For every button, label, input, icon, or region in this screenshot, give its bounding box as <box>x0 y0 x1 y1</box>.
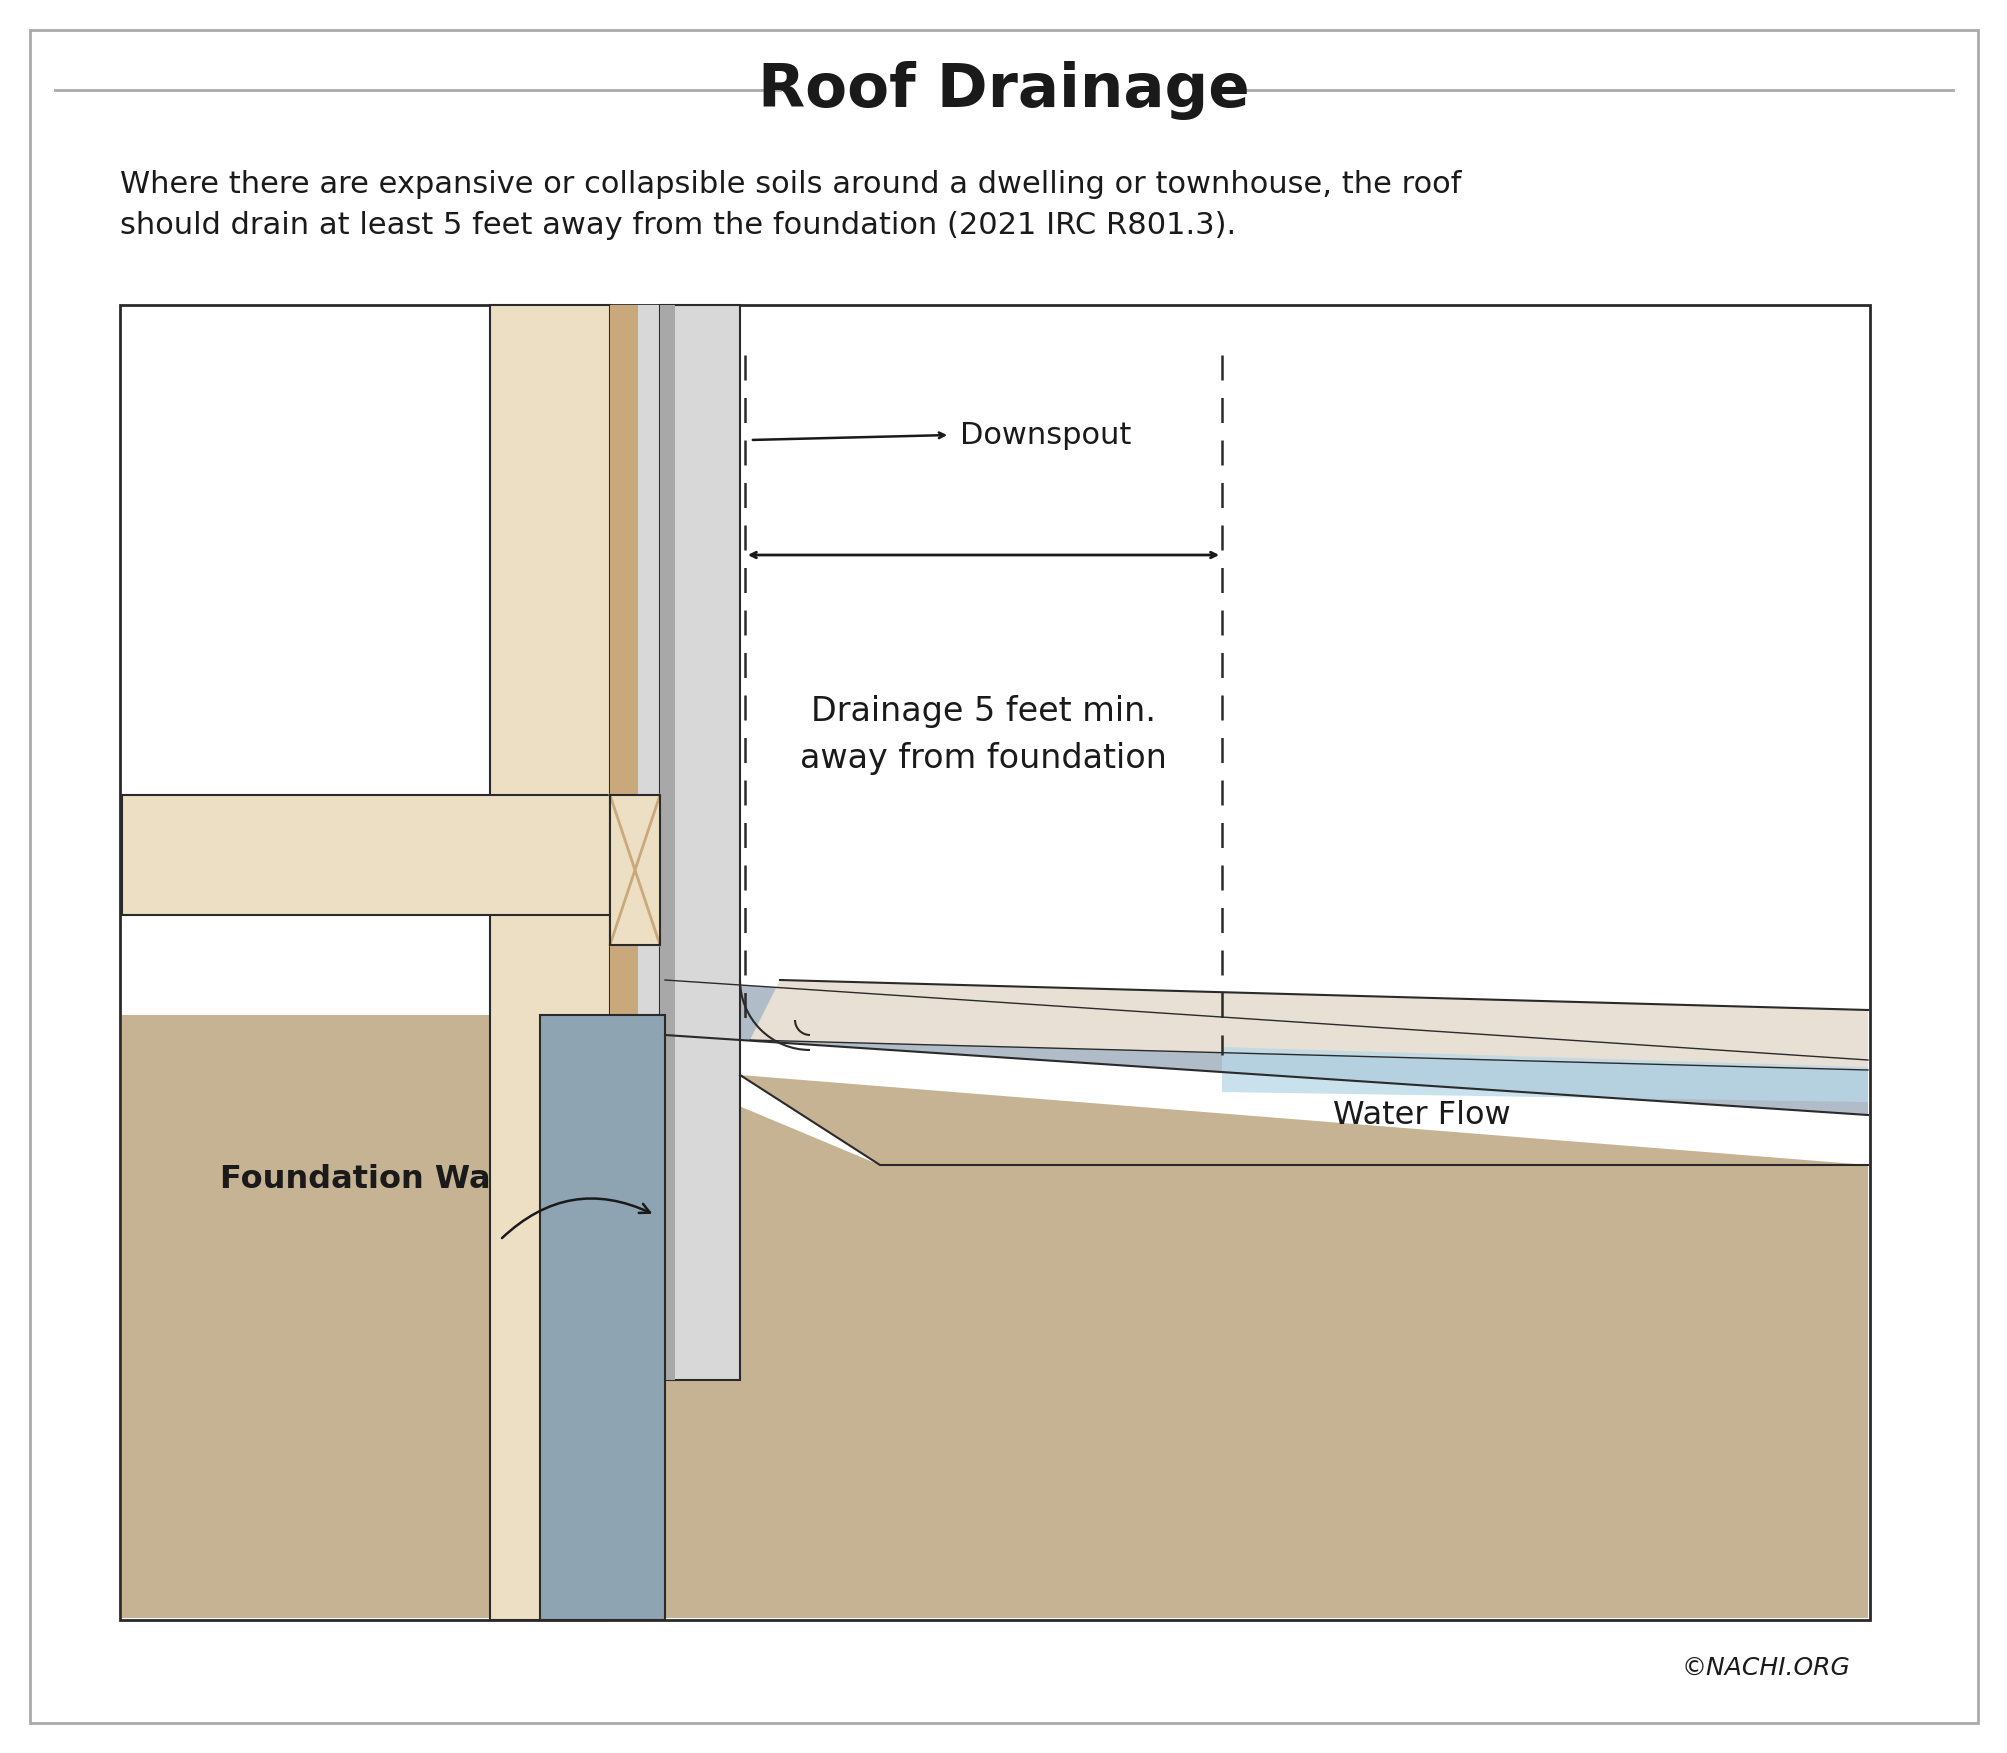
Text: Downspout: Downspout <box>959 421 1130 449</box>
Text: ©NACHI.ORG: ©NACHI.ORG <box>1680 1657 1848 1679</box>
Bar <box>610 796 660 945</box>
Bar <box>660 305 674 1380</box>
Text: Where there are expansive or collapsible soils around a dwelling or townhouse, t: Where there are expansive or collapsible… <box>120 170 1461 240</box>
Bar <box>660 305 741 1380</box>
Polygon shape <box>751 980 1867 1069</box>
Bar <box>610 305 638 1620</box>
Text: Floor Framing: Floor Framing <box>185 840 436 871</box>
Bar <box>540 1015 664 1620</box>
Bar <box>122 307 490 1618</box>
Polygon shape <box>1222 1047 1867 1103</box>
Bar <box>120 305 1869 1620</box>
Polygon shape <box>741 1075 1867 1618</box>
Text: Water Flow: Water Flow <box>1333 1099 1509 1131</box>
Bar <box>610 796 660 945</box>
Polygon shape <box>122 1015 1867 1620</box>
Text: Foundation Wall: Foundation Wall <box>221 1164 512 1196</box>
Text: Roof Drainage: Roof Drainage <box>759 61 1248 119</box>
Bar <box>122 796 610 915</box>
Text: Drainage 5 feet min.
away from foundation: Drainage 5 feet min. away from foundatio… <box>799 696 1166 775</box>
Bar <box>638 305 660 1620</box>
Polygon shape <box>664 980 1867 1115</box>
FancyArrowPatch shape <box>502 1199 650 1238</box>
Bar <box>490 305 610 1620</box>
